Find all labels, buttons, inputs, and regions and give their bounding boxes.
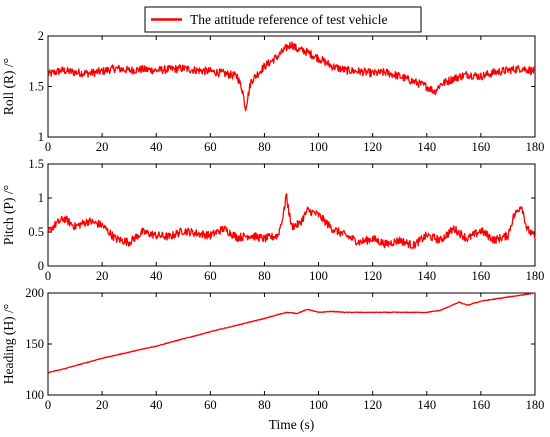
xtick-label: 180	[526, 398, 545, 412]
legend-box	[144, 6, 422, 33]
xtick-label: 180	[526, 140, 545, 154]
xtick-label: 0	[45, 140, 51, 154]
xtick-label: 100	[309, 140, 328, 154]
xtick-label: 60	[204, 398, 217, 412]
xtick-label: 60	[204, 269, 217, 283]
series-line-pitch	[47, 193, 536, 249]
panel-heading: 0 20 40 60 80 100 120 140 160 180 100 150 200 Headin…	[1, 286, 544, 412]
ytick-label: 1	[38, 191, 44, 205]
panel-roll: 0 20 40 60 80 100 120 140 160 180 1 1.5 2 Roll (R) /…	[1, 29, 544, 154]
xtick-label: 160	[472, 269, 491, 283]
xtick-label: 80	[258, 140, 271, 154]
legend: The attitude reference of test vehicle	[144, 6, 422, 33]
xtick-label: 120	[363, 269, 382, 283]
xtick-label: 60	[204, 140, 217, 154]
xtick-label: 0	[45, 269, 51, 283]
xtick-label: 100	[309, 398, 328, 412]
series-line-heading	[47, 292, 536, 374]
xtick-label: 180	[526, 269, 545, 283]
ytick-label: 2	[38, 29, 44, 43]
ytick-label: 100	[25, 388, 44, 402]
legend-label: The attitude reference of test vehicle	[190, 12, 388, 27]
xtick-label: 160	[472, 140, 491, 154]
xtick-label: 20	[96, 140, 109, 154]
series-pitch	[47, 193, 536, 249]
ticks-heading: 0 20 40 60 80 100 120 140 160 180 100 150 200	[25, 286, 544, 412]
xtick-label: 40	[150, 140, 163, 154]
xlabel: Time (s)	[269, 417, 315, 432]
ylabel-pitch: Pitch (P) /°	[1, 185, 16, 245]
ytick-label: 0.5	[28, 225, 44, 239]
plot-frame-pitch	[47, 163, 536, 267]
ytick-label: 1	[38, 130, 44, 144]
ylabel-roll: Roll (R) /°	[1, 58, 16, 115]
series-roll	[47, 41, 536, 112]
xtick-label: 120	[363, 140, 382, 154]
ytick-label: 1.5	[28, 80, 44, 94]
series-heading	[47, 292, 536, 374]
ytick-label: 1.5	[28, 157, 44, 171]
xtick-label: 0	[45, 398, 51, 412]
ytick-label: 0	[38, 259, 44, 273]
xtick-label: 120	[363, 398, 382, 412]
ticks-pitch: 0 20 40 60 80 100 120 140 160 180 0 0.5 1 1.5	[28, 157, 544, 283]
xtick-label: 20	[96, 398, 109, 412]
ytick-label: 150	[25, 337, 44, 351]
ytick-label: 200	[25, 286, 44, 300]
xtick-label: 80	[258, 269, 271, 283]
xtick-label: 20	[96, 269, 109, 283]
ticks-roll: 0 20 40 60 80 100 120 140 160 180 1 1.5 2	[28, 29, 544, 154]
xtick-label: 140	[417, 398, 436, 412]
xtick-label: 80	[258, 398, 271, 412]
xtick-label: 100	[309, 269, 328, 283]
xtick-label: 140	[417, 140, 436, 154]
ylabel-heading: Heading (H) /°	[1, 304, 16, 384]
xtick-label: 40	[150, 269, 163, 283]
series-line-roll	[47, 41, 536, 112]
plot-frame-heading	[47, 292, 536, 396]
panel-pitch: 0 20 40 60 80 100 120 140 160 180 0 0.5 1 1.5 Pitch (…	[1, 157, 544, 283]
plot-frame-roll	[47, 35, 536, 138]
xtick-label: 40	[150, 398, 163, 412]
xtick-label: 160	[472, 398, 491, 412]
xtick-label: 140	[417, 269, 436, 283]
